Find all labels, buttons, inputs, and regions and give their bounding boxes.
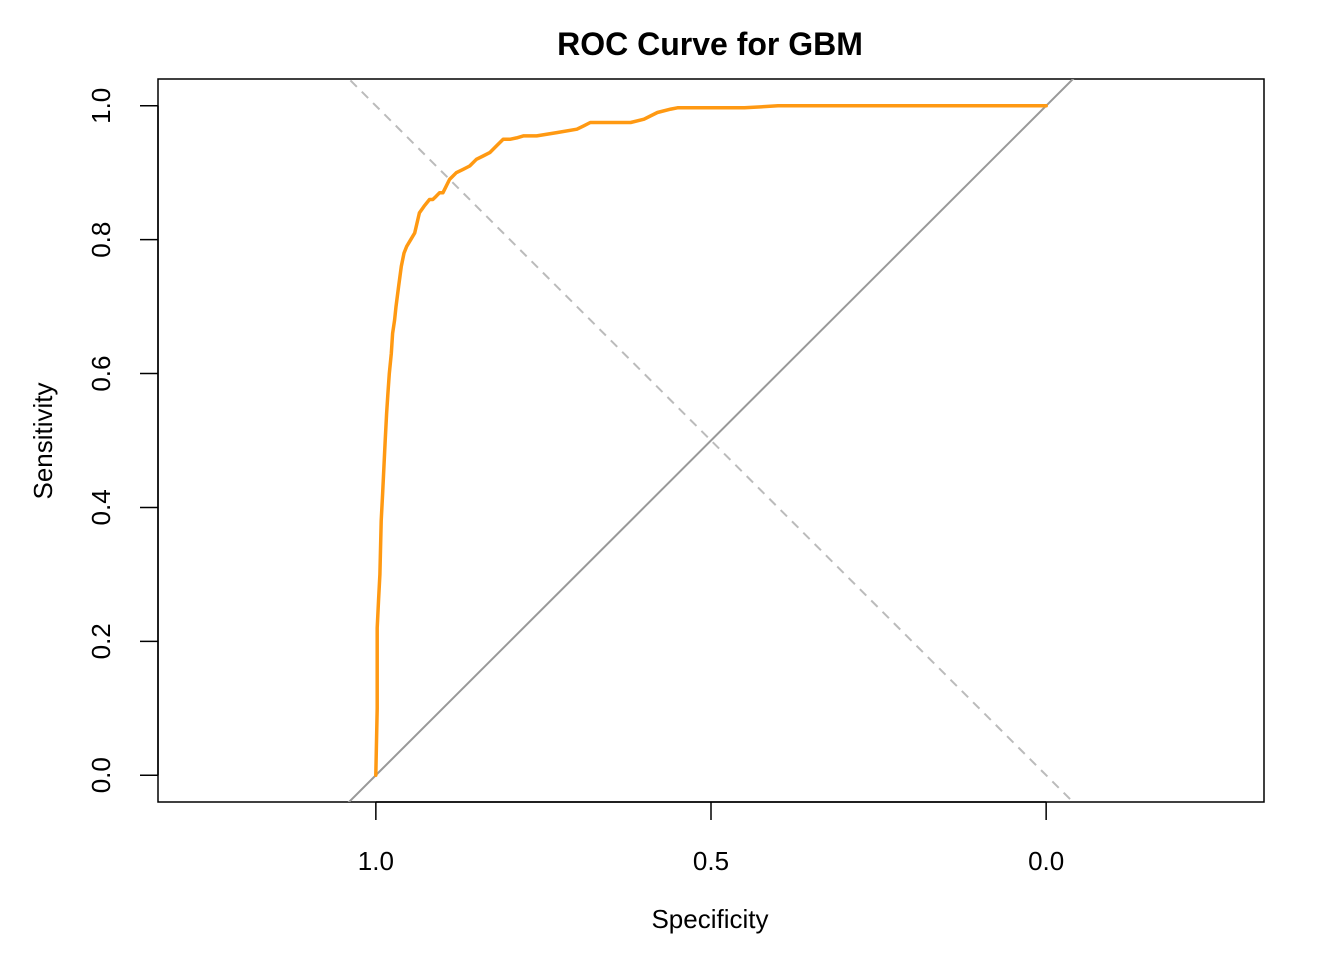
y-tick-label: 0.6: [86, 356, 116, 392]
x-axis: 1.0 0.5 0.0: [358, 801, 1064, 876]
x-tick-label: 1.0: [358, 846, 394, 876]
chart-title: ROC Curve for GBM: [557, 26, 863, 62]
series-layer: [374, 104, 1048, 777]
x-tick-label: 0.0: [1028, 846, 1064, 876]
x-axis-label: Specificity: [651, 904, 768, 934]
y-axis-label: Sensitivity: [28, 382, 58, 499]
y-tick-label: 0.0: [86, 757, 116, 793]
chance-diagonal-line: [347, 79, 1075, 802]
y-tick-label: 0.2: [86, 623, 116, 659]
roc-curve-line: [374, 104, 1048, 777]
y-tick-label: 1.0: [86, 88, 116, 124]
y-tick-label: 0.4: [86, 489, 116, 525]
y-tick-label: 0.8: [86, 222, 116, 258]
reference-lines: [347, 79, 1075, 802]
y-axis: 0.0 0.2 0.4 0.6 0.8 1.0: [86, 88, 159, 793]
x-tick-label: 0.5: [693, 846, 729, 876]
